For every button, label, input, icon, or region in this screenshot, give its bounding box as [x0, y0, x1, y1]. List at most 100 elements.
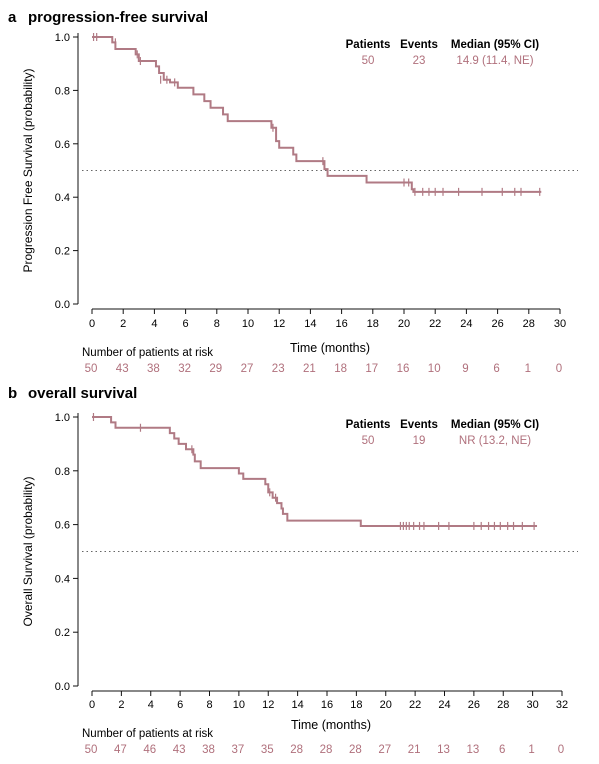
- survival-curve: [92, 36, 542, 193]
- y-tick-label: 0.0: [55, 681, 70, 693]
- x-tick-label: 20: [380, 699, 392, 711]
- panel-letter: a: [8, 9, 17, 26]
- x-tick-label: 22: [409, 699, 421, 711]
- at-risk-count: 6: [493, 363, 499, 375]
- y-tick-label: 0.4: [55, 573, 70, 585]
- x-tick-label: 4: [151, 318, 157, 330]
- x-axis-label: Time (months): [291, 718, 371, 732]
- at-risk-count: 6: [499, 744, 505, 756]
- legend-header: Median (95% CI): [451, 419, 539, 431]
- at-risk-count: 38: [147, 363, 160, 375]
- at-risk-count: 27: [378, 744, 391, 756]
- x-tick-label: 8: [206, 699, 212, 711]
- legend-value: 50: [362, 435, 375, 447]
- y-axis-label: Progression Free Survival (probability): [21, 68, 35, 272]
- x-tick-label: 0: [89, 318, 95, 330]
- x-axis-label: Time (months): [290, 341, 370, 355]
- y-tick-label: 0.8: [55, 466, 70, 478]
- at-risk-count: 50: [85, 363, 98, 375]
- at-risk-count: 27: [241, 363, 254, 375]
- y-tick-label: 1.0: [55, 412, 70, 424]
- x-tick-label: 12: [262, 699, 274, 711]
- legend-value: 50: [362, 55, 375, 67]
- at-risk-count: 43: [173, 744, 186, 756]
- x-tick-label: 4: [148, 699, 154, 711]
- at-risk-count: 47: [114, 744, 127, 756]
- x-tick-label: 8: [214, 318, 220, 330]
- x-tick-label: 14: [292, 699, 304, 711]
- x-tick-label: 14: [304, 318, 316, 330]
- y-tick-label: 0.6: [55, 520, 70, 532]
- x-tick-label: 30: [527, 699, 539, 711]
- y-tick-label: 0.0: [55, 299, 70, 311]
- at-risk-count: 21: [408, 744, 421, 756]
- legend-value: 23: [413, 55, 426, 67]
- at-risk-count: 17: [365, 363, 378, 375]
- at-risk-count: 23: [272, 363, 285, 375]
- x-tick-label: 16: [321, 699, 333, 711]
- panel-a: a progression-free survival 0.0 0.2 0.4 0.6 0.…: [8, 9, 578, 375]
- x-tick-label: 6: [183, 318, 189, 330]
- x-tick-label: 24: [438, 699, 450, 711]
- y-tick-label: 0.8: [55, 85, 70, 97]
- at-risk-count: 28: [349, 744, 362, 756]
- x-tick-label: 16: [335, 318, 347, 330]
- legend-header: Median (95% CI): [451, 39, 539, 51]
- at-risk-count: 18: [334, 363, 347, 375]
- at-risk-count: 0: [558, 744, 564, 756]
- at-risk-count: 10: [428, 363, 441, 375]
- x-tick-label: 22: [429, 318, 441, 330]
- survival-curve: [92, 416, 538, 527]
- x-tick-label: 2: [120, 318, 126, 330]
- x-tick-label: 30: [554, 318, 566, 330]
- y-axis-label: Overall Survival (probability): [21, 476, 35, 626]
- at-risk-count: 9: [462, 363, 468, 375]
- x-tick-label: 18: [350, 699, 362, 711]
- legend-header: Patients: [346, 39, 391, 51]
- at-risk-count: 1: [528, 744, 534, 756]
- x-tick-label: 24: [460, 318, 472, 330]
- y-tick-label: 0.4: [55, 192, 70, 204]
- at-risk-count: 46: [143, 744, 156, 756]
- x-tick-label: 6: [177, 699, 183, 711]
- x-tick-label: 28: [523, 318, 535, 330]
- at-risk-count: 21: [303, 363, 316, 375]
- y-tick-label: 0.6: [55, 139, 70, 151]
- x-tick-label: 0: [89, 699, 95, 711]
- x-tick-label: 28: [497, 699, 509, 711]
- x-tick-label: 26: [468, 699, 480, 711]
- at-risk-count: 32: [178, 363, 191, 375]
- at-risk-count: 0: [556, 363, 562, 375]
- at-risk-count: 29: [209, 363, 222, 375]
- x-tick-label: 12: [273, 318, 285, 330]
- at-risk-count: 43: [116, 363, 129, 375]
- legend-header: Events: [400, 39, 438, 51]
- y-tick-label: 0.2: [55, 627, 70, 639]
- at-risk-count: 13: [437, 744, 450, 756]
- x-tick-label: 18: [367, 318, 379, 330]
- at-risk-label: Number of patients at risk: [82, 728, 213, 740]
- x-tick-label: 2: [118, 699, 124, 711]
- panel-letter: b: [8, 385, 17, 402]
- legend-header: Patients: [346, 419, 391, 431]
- at-risk-count: 28: [290, 744, 303, 756]
- legend-value: 14.9 (11.4, NE): [456, 55, 533, 67]
- at-risk-count: 1: [525, 363, 531, 375]
- at-risk-count: 13: [466, 744, 479, 756]
- chart-title: progression-free survival: [28, 9, 208, 26]
- legend-header: Events: [400, 419, 438, 431]
- at-risk-count: 28: [320, 744, 333, 756]
- at-risk-label: Number of patients at risk: [82, 347, 213, 359]
- at-risk-count: 50: [85, 744, 98, 756]
- at-risk-count: 38: [202, 744, 215, 756]
- at-risk-count: 35: [261, 744, 274, 756]
- at-risk-count: 16: [397, 363, 410, 375]
- x-tick-label: 20: [398, 318, 410, 330]
- x-tick-label: 26: [491, 318, 503, 330]
- y-tick-label: 0.2: [55, 246, 70, 258]
- legend-value: NR (13.2, NE): [459, 435, 531, 447]
- y-tick-label: 1.0: [55, 32, 70, 44]
- legend-value: 19: [413, 435, 426, 447]
